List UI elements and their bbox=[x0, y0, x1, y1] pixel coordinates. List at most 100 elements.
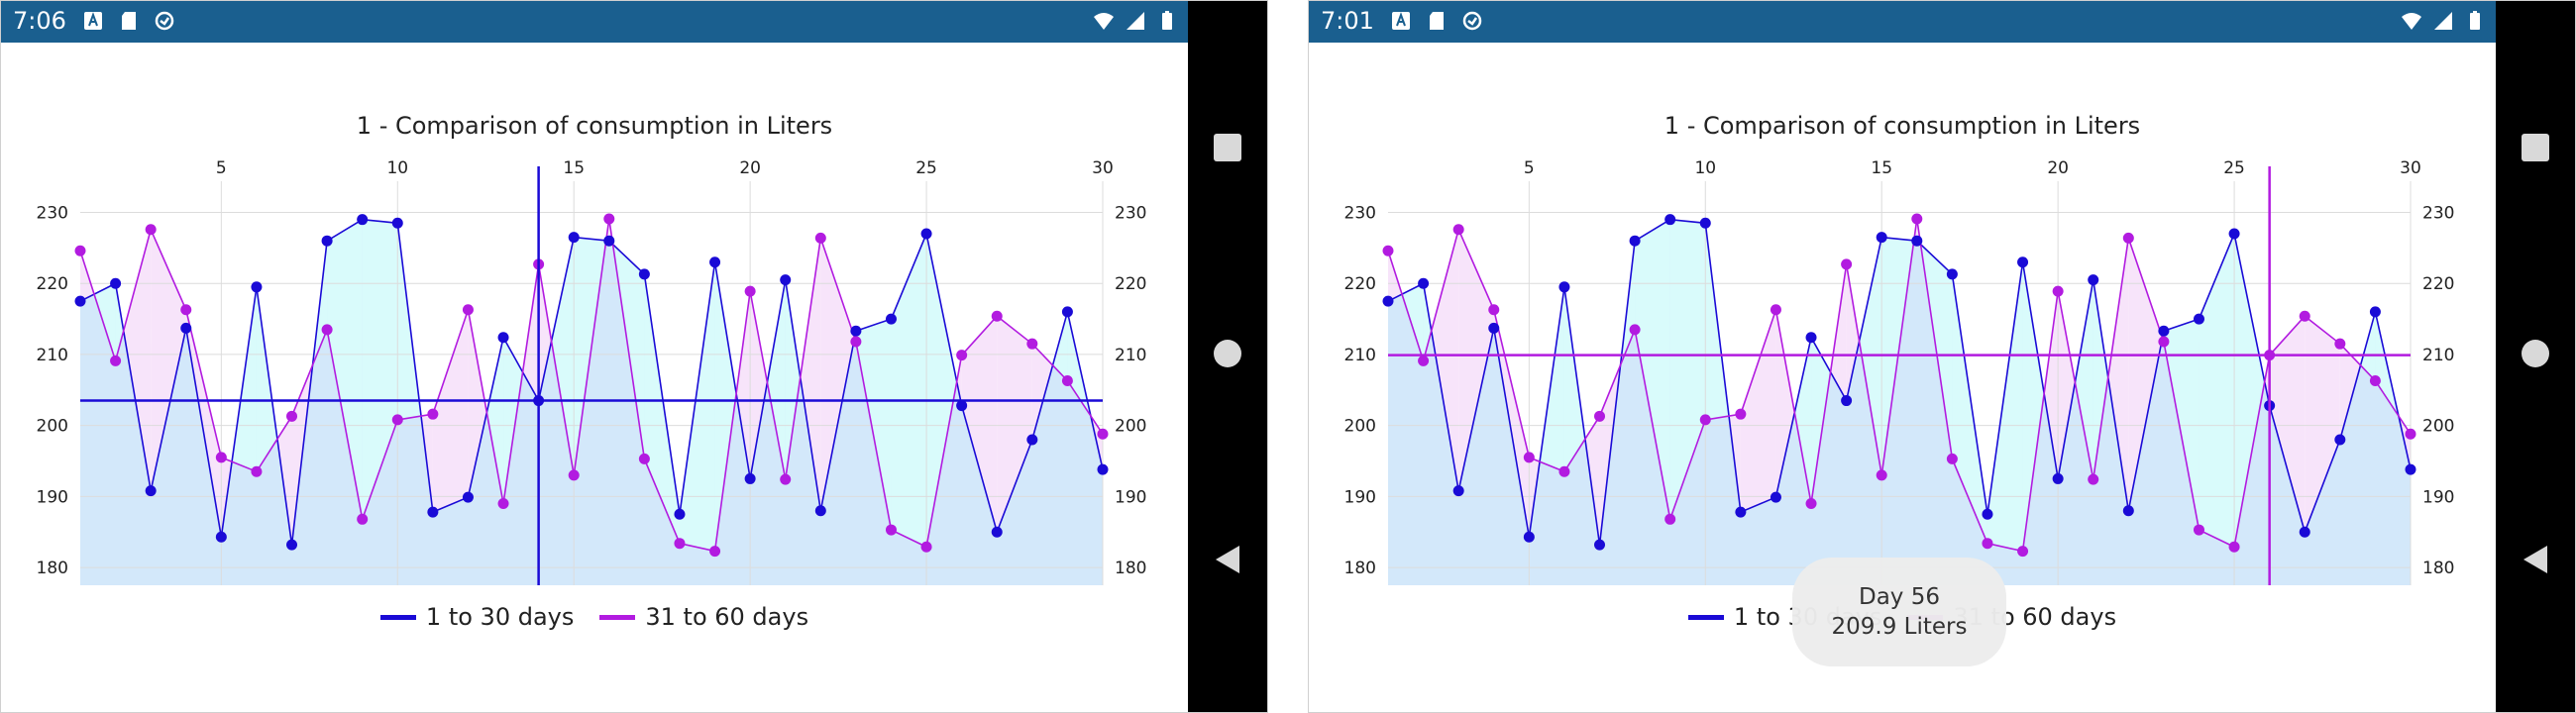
point-series2 bbox=[215, 452, 227, 463]
y-tick-label-right: 220 bbox=[1115, 274, 1146, 294]
tooltip: Day 56 209.9 Liters bbox=[1792, 558, 2006, 666]
x-tick-label: 15 bbox=[1871, 158, 1892, 178]
home-icon[interactable] bbox=[2520, 338, 2551, 369]
x-tick-label: 30 bbox=[1092, 158, 1114, 178]
difference-band bbox=[1402, 283, 1424, 361]
difference-band bbox=[767, 279, 786, 480]
point-series2 bbox=[321, 324, 333, 336]
recent-apps-icon[interactable] bbox=[1212, 132, 1243, 163]
point-series1 bbox=[427, 506, 439, 518]
chart-plot[interactable]: 180 180 190 190 200 200 210 210 220 220 230 230 5 10 1… bbox=[1, 43, 1188, 713]
point-series1 bbox=[1382, 295, 1394, 307]
point-series2 bbox=[2334, 338, 2346, 350]
point-series2 bbox=[2405, 428, 2416, 440]
point-series2 bbox=[357, 513, 369, 525]
difference-band bbox=[855, 319, 892, 531]
legend-item-series1[interactable]: 1 to 30 days bbox=[379, 603, 575, 631]
point-series1 bbox=[1664, 214, 1676, 226]
y-tick-label-right: 190 bbox=[2422, 487, 2454, 507]
point-series1 bbox=[2228, 228, 2240, 240]
point-series1 bbox=[603, 235, 615, 247]
point-series2 bbox=[850, 336, 862, 348]
signal-icon bbox=[2434, 12, 2452, 30]
difference-band bbox=[1811, 337, 1831, 504]
point-series2 bbox=[1558, 465, 1570, 477]
difference-band bbox=[2199, 234, 2235, 548]
y-tick-label-left: 200 bbox=[37, 417, 68, 437]
back-icon[interactable] bbox=[1212, 544, 1243, 575]
wifi-icon bbox=[2402, 13, 2421, 30]
point-series2 bbox=[2158, 336, 2170, 348]
chart-area[interactable]: 180 180 190 190 200 200 210 210 220 220 230 230 5 10 1… bbox=[1309, 43, 2496, 713]
difference-band bbox=[486, 337, 504, 504]
point-series2 bbox=[497, 498, 509, 510]
a-icon bbox=[84, 12, 102, 30]
point-series1 bbox=[2405, 463, 2416, 475]
difference-band bbox=[2022, 261, 2045, 552]
y-tick-label-right: 190 bbox=[1115, 487, 1146, 507]
nav-bar bbox=[1188, 1, 1267, 712]
point-series1 bbox=[780, 274, 792, 286]
point-series2 bbox=[1629, 324, 1641, 336]
difference-band bbox=[961, 316, 998, 533]
x-tick-label: 20 bbox=[2047, 158, 2069, 178]
difference-band bbox=[503, 337, 523, 504]
point-series1 bbox=[2158, 325, 2170, 337]
point-series1 bbox=[2369, 306, 2381, 318]
x-tick-label: 5 bbox=[216, 158, 227, 178]
point-series1 bbox=[744, 472, 756, 484]
point-series2 bbox=[814, 232, 826, 244]
sd-card-icon bbox=[122, 12, 136, 30]
line-series2 bbox=[1387, 218, 2412, 553]
y-tick-label-left: 210 bbox=[1344, 346, 1376, 365]
y-tick-label-right: 210 bbox=[1115, 346, 1146, 365]
point-series1 bbox=[850, 325, 862, 337]
chart-area[interactable]: 180 180 190 190 200 200 210 210 220 220 230 230 5 10 1… bbox=[1, 43, 1188, 713]
point-series2 bbox=[2088, 473, 2099, 485]
status-bar: 7:01 bbox=[1309, 1, 2496, 43]
battery-icon bbox=[1162, 11, 1172, 30]
y-tick-label-left: 180 bbox=[37, 559, 68, 578]
recent-apps-icon[interactable] bbox=[2520, 132, 2551, 163]
point-series2 bbox=[1735, 408, 1747, 420]
point-series1 bbox=[1735, 506, 1747, 518]
y-tick-label-left: 190 bbox=[37, 487, 68, 507]
y-tick-label-right: 200 bbox=[1115, 417, 1146, 437]
difference-band bbox=[1952, 273, 1987, 544]
x-tick-label: 10 bbox=[1694, 158, 1716, 178]
status-time: 7:01 bbox=[1321, 7, 1374, 35]
signal-icon bbox=[1127, 12, 1144, 30]
y-tick-label-right: 210 bbox=[2422, 346, 2454, 365]
point-series1 bbox=[1594, 539, 1606, 551]
difference-band bbox=[1986, 261, 2023, 552]
point-series2 bbox=[391, 414, 403, 426]
point-series2 bbox=[1841, 258, 1853, 270]
x-tick-label: 15 bbox=[563, 158, 585, 178]
point-series2 bbox=[180, 304, 192, 316]
point-series2 bbox=[920, 541, 932, 553]
chart-plot[interactable]: 180 180 190 190 200 200 210 210 220 220 230 230 5 10 1… bbox=[1309, 43, 2496, 713]
point-series2 bbox=[1876, 469, 1887, 481]
legend-label-series1: 1 to 30 days bbox=[425, 603, 575, 631]
legend-item-series2[interactable]: 31 to 60 days bbox=[599, 603, 808, 631]
point-series1 bbox=[215, 531, 227, 543]
point-series2 bbox=[2369, 374, 2381, 386]
y-tick-label-left: 210 bbox=[37, 346, 68, 365]
point-series1 bbox=[251, 281, 263, 293]
point-series1 bbox=[74, 295, 86, 307]
home-icon[interactable] bbox=[1212, 338, 1243, 369]
difference-band bbox=[551, 237, 575, 475]
back-icon[interactable] bbox=[2520, 544, 2551, 575]
point-series2 bbox=[1982, 538, 1993, 550]
y-tick-label-right: 230 bbox=[1115, 204, 1146, 224]
difference-band bbox=[94, 283, 116, 361]
difference-band bbox=[956, 355, 962, 406]
difference-band bbox=[926, 234, 957, 548]
point-series1 bbox=[1523, 531, 1535, 543]
point-series1 bbox=[1452, 485, 1464, 497]
difference-band bbox=[1052, 311, 1068, 381]
difference-band bbox=[2107, 238, 2129, 511]
battery-icon bbox=[2470, 11, 2480, 30]
point-series2 bbox=[885, 524, 897, 536]
difference-band bbox=[2375, 311, 2399, 416]
